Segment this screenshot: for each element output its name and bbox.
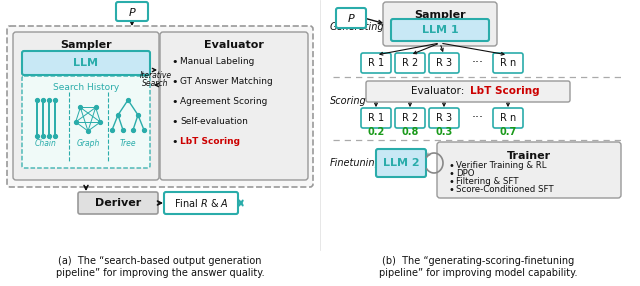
FancyBboxPatch shape bbox=[366, 81, 570, 102]
Text: Evaluator: Evaluator bbox=[204, 40, 264, 50]
FancyBboxPatch shape bbox=[429, 108, 459, 128]
FancyBboxPatch shape bbox=[78, 192, 158, 214]
Text: R n: R n bbox=[500, 113, 516, 123]
FancyBboxPatch shape bbox=[493, 53, 523, 73]
Text: •: • bbox=[171, 137, 177, 147]
Text: Graph: Graph bbox=[76, 140, 100, 148]
Text: R 2: R 2 bbox=[402, 58, 418, 68]
Text: Finetuning: Finetuning bbox=[330, 158, 381, 168]
Text: R 2: R 2 bbox=[402, 113, 418, 123]
Text: •: • bbox=[448, 161, 454, 171]
Text: 0.7: 0.7 bbox=[499, 127, 516, 137]
FancyBboxPatch shape bbox=[22, 76, 150, 168]
Text: R 1: R 1 bbox=[368, 58, 384, 68]
Text: •: • bbox=[448, 177, 454, 187]
Text: Verifier Training & RL: Verifier Training & RL bbox=[456, 162, 547, 170]
Text: •: • bbox=[171, 57, 177, 67]
Text: •: • bbox=[171, 117, 177, 127]
Text: $P$: $P$ bbox=[127, 5, 136, 17]
FancyBboxPatch shape bbox=[7, 26, 313, 187]
FancyBboxPatch shape bbox=[383, 2, 497, 46]
FancyBboxPatch shape bbox=[160, 32, 308, 180]
Text: 0.2: 0.2 bbox=[367, 127, 385, 137]
FancyBboxPatch shape bbox=[22, 51, 150, 75]
Text: Search History: Search History bbox=[53, 82, 119, 92]
FancyBboxPatch shape bbox=[395, 108, 425, 128]
FancyBboxPatch shape bbox=[164, 192, 238, 214]
FancyBboxPatch shape bbox=[376, 149, 426, 177]
Text: 0.8: 0.8 bbox=[401, 127, 419, 137]
Text: 0.3: 0.3 bbox=[435, 127, 452, 137]
Text: Self-evaluation: Self-evaluation bbox=[180, 118, 248, 126]
FancyBboxPatch shape bbox=[361, 53, 391, 73]
Text: •: • bbox=[171, 77, 177, 87]
Text: R n: R n bbox=[500, 58, 516, 68]
Text: Sampler: Sampler bbox=[414, 10, 466, 20]
Text: R 1: R 1 bbox=[368, 113, 384, 123]
Text: Final $R$ & $A$: Final $R$ & $A$ bbox=[173, 197, 228, 209]
Text: $P$: $P$ bbox=[347, 12, 355, 24]
FancyBboxPatch shape bbox=[493, 108, 523, 128]
Text: (a)  The “search-based output generation
pipeline” for improving the answer qual: (a) The “search-based output generation … bbox=[56, 257, 264, 278]
Text: Trainer: Trainer bbox=[507, 151, 551, 161]
FancyBboxPatch shape bbox=[391, 19, 489, 41]
Text: LLM 1: LLM 1 bbox=[422, 25, 458, 35]
Text: Agreement Scoring: Agreement Scoring bbox=[180, 98, 268, 106]
Text: Sampler: Sampler bbox=[60, 40, 112, 50]
FancyBboxPatch shape bbox=[437, 142, 621, 198]
Text: ···: ··· bbox=[472, 57, 484, 69]
Text: •: • bbox=[171, 97, 177, 107]
FancyBboxPatch shape bbox=[361, 108, 391, 128]
Text: •: • bbox=[448, 185, 454, 195]
FancyBboxPatch shape bbox=[429, 53, 459, 73]
Text: GT Answer Matching: GT Answer Matching bbox=[180, 78, 273, 86]
Text: Search: Search bbox=[142, 78, 169, 88]
Text: Chain: Chain bbox=[35, 140, 57, 148]
Text: Tree: Tree bbox=[120, 140, 136, 148]
Text: LbT Scoring: LbT Scoring bbox=[180, 138, 240, 146]
Text: (b)  The “generating-scoring-finetuning
pipeline” for improving model capability: (b) The “generating-scoring-finetuning p… bbox=[379, 257, 577, 278]
FancyBboxPatch shape bbox=[116, 2, 148, 21]
Text: Filtering & SFT: Filtering & SFT bbox=[456, 178, 518, 186]
Text: •: • bbox=[448, 169, 454, 179]
Text: Evaluator:: Evaluator: bbox=[412, 86, 468, 96]
Text: Manual Labeling: Manual Labeling bbox=[180, 57, 254, 67]
FancyBboxPatch shape bbox=[336, 8, 366, 28]
Text: Scoring: Scoring bbox=[330, 96, 367, 106]
Text: DPO: DPO bbox=[456, 170, 474, 178]
Text: Score-Conditioned SFT: Score-Conditioned SFT bbox=[456, 186, 554, 194]
Text: Deriver: Deriver bbox=[95, 198, 141, 208]
Text: LLM 2: LLM 2 bbox=[383, 158, 419, 168]
Text: LLM: LLM bbox=[74, 58, 99, 68]
Text: R 3: R 3 bbox=[436, 113, 452, 123]
Text: ···: ··· bbox=[472, 112, 484, 124]
FancyBboxPatch shape bbox=[13, 32, 159, 180]
Text: R 3: R 3 bbox=[436, 58, 452, 68]
Text: LbT Scoring: LbT Scoring bbox=[470, 86, 540, 96]
Text: Iterative: Iterative bbox=[140, 72, 172, 80]
FancyBboxPatch shape bbox=[395, 53, 425, 73]
Text: Generating: Generating bbox=[330, 22, 385, 32]
